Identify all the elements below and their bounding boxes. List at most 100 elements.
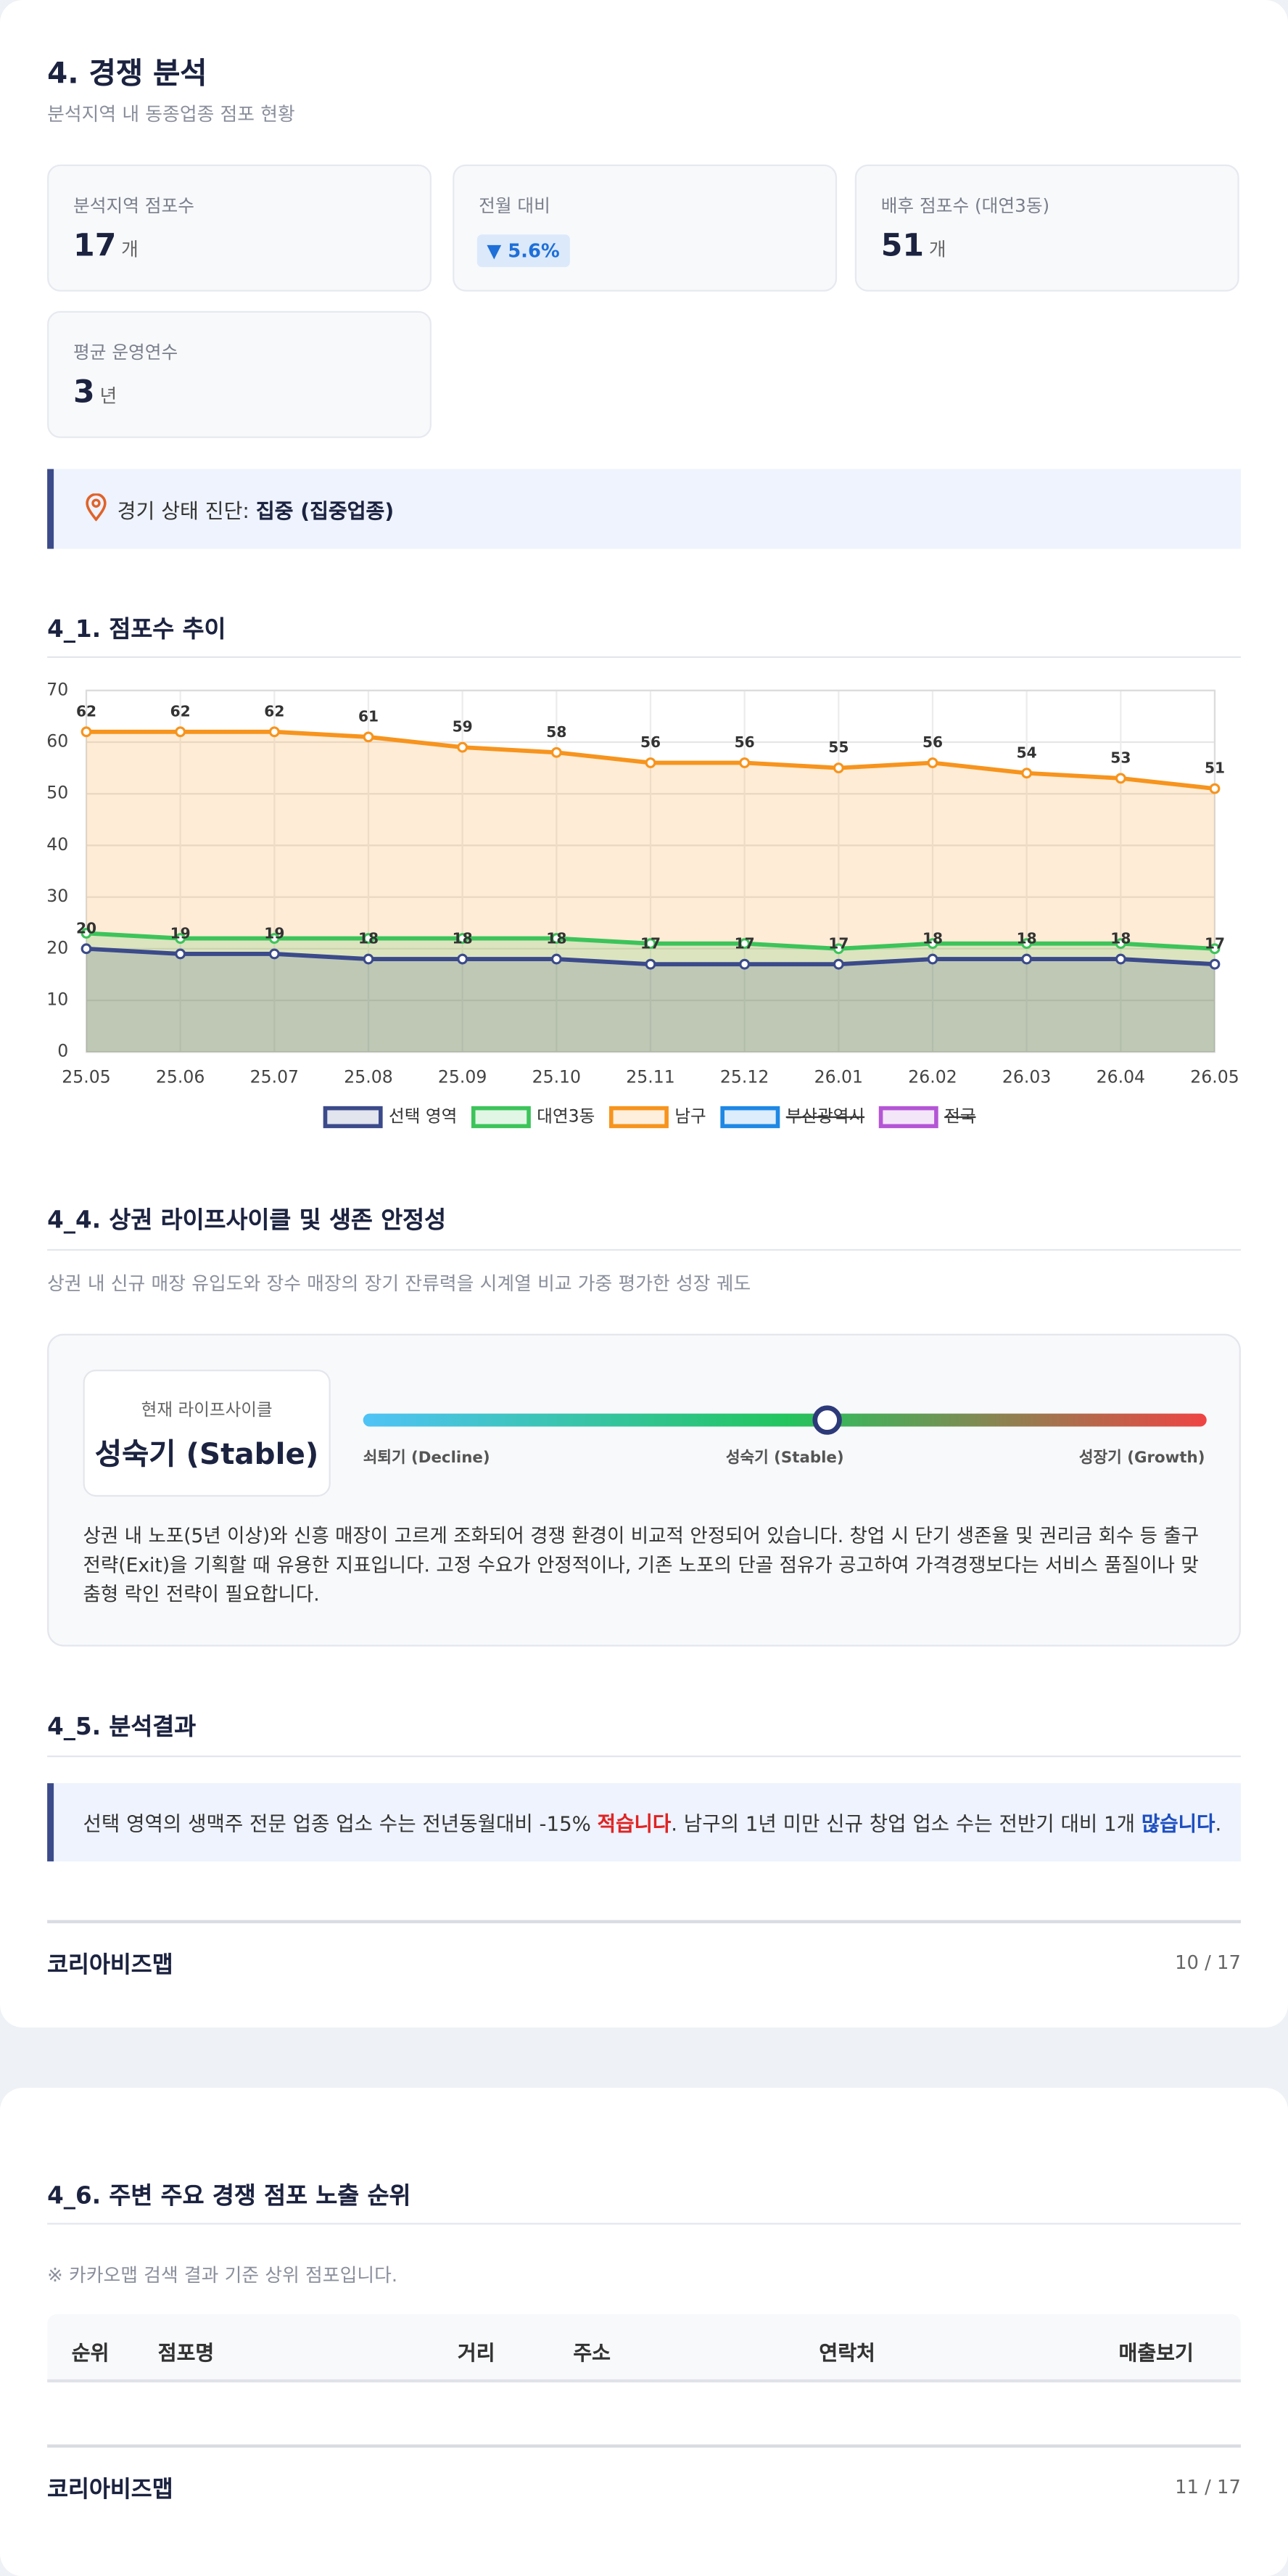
page-number: 10 / 17: [1175, 1951, 1241, 1974]
legend-label: 대연3동: [537, 1106, 595, 1127]
x-tick-label: 26.05: [1190, 1067, 1239, 1087]
divider: [47, 2223, 1241, 2225]
data-label: 62: [170, 702, 191, 720]
data-label: 19: [264, 924, 284, 942]
stage-label-text: 성숙기 (Stable): [725, 1449, 844, 1468]
data-point: [739, 757, 751, 768]
data-point: [1021, 938, 1033, 950]
divider: [47, 656, 1241, 658]
legend-swatch: [608, 1106, 669, 1129]
data-label: 59: [453, 718, 473, 736]
column-header: 거리: [457, 2340, 495, 2365]
area-fill: [86, 731, 1215, 1053]
legend-swatch: [878, 1106, 938, 1129]
stat-value: 17 개: [73, 228, 139, 263]
line-chart: 0 10 20 30 40 50 60 70 25.05 25.06 25.07 25.08 25.09…: [46, 679, 1239, 1129]
column-header: 매출보기: [1118, 2340, 1194, 2365]
data-label: 56: [640, 733, 661, 751]
page-card: 4_6. 주변 주요 경쟁 점포 노출 순위 ※ 카카오맵 검색 결과 기준 상…: [0, 2087, 1288, 2576]
data-point: [1115, 773, 1126, 784]
pin-icon: [86, 493, 107, 522]
section-title: 4_5. 분석결과: [47, 1714, 197, 1741]
x-tick-label: 25.11: [626, 1067, 674, 1087]
data-label: 17: [1205, 935, 1225, 952]
data-point: [927, 757, 938, 768]
data-label: 56: [922, 733, 943, 751]
x-tick-label: 25.12: [720, 1067, 769, 1087]
current-stage: 성숙기 (Stable): [94, 1438, 319, 1473]
lifecycle-box: 현재 라이프사이클 성숙기 (Stable) 쇠퇴기 (Decline) 성숙기…: [47, 1333, 1241, 1647]
data-point: [457, 953, 468, 965]
page-title: 4. 경쟁 분석: [47, 57, 207, 91]
data-point: [833, 958, 844, 970]
column-header: 주소: [573, 2340, 611, 2365]
data-point: [1209, 958, 1221, 970]
data-label: 53: [1110, 749, 1131, 766]
stat-number: 51: [880, 228, 925, 264]
stat-value: 51 개: [881, 228, 946, 263]
legend-label: 전국: [944, 1106, 975, 1127]
result-box: 선택 영역의 생맥주 전문 업종 업소 수는 전년동월대비 -15% 적습니다.…: [47, 1783, 1241, 1861]
data-point: [739, 958, 751, 970]
y-tick-label: 10: [46, 989, 68, 1010]
change-badge: ▼ 5.6%: [476, 234, 570, 268]
y-tick-label: 40: [46, 834, 68, 855]
data-point: [175, 726, 186, 738]
table-header: 순위 점포명 거리 주소 연락처 매출보기: [47, 2314, 1241, 2383]
stage-label: 성장기 (Growth): [1078, 1449, 1205, 1468]
result-part: . 남구의 1년 미만 신규 창업 업소 수는 전반기 대비 1개: [671, 1812, 1142, 1836]
data-point: [645, 938, 656, 950]
data-point: [175, 933, 186, 944]
stat-card: 전월 대비 ▼ 5.6%: [453, 164, 838, 292]
area-fill: [86, 948, 1215, 1053]
legend-label: 남구: [674, 1106, 706, 1127]
data-point: [175, 948, 186, 960]
data-point: [1115, 953, 1126, 965]
lifecycle-text: 상권 내 노포(5년 이상)와 신흥 매장이 고르게 조화되어 경쟁 환경이 비…: [83, 1524, 1200, 1607]
data-label: 19: [170, 924, 191, 942]
data-point: [80, 928, 92, 939]
data-point: [363, 953, 374, 965]
data-point: [739, 938, 751, 950]
stat-card: 배후 점포수 (대연3동) 51 개: [854, 164, 1239, 292]
data-point: [645, 757, 656, 768]
x-tick-label: 25.06: [156, 1067, 205, 1087]
data-point: [927, 953, 938, 965]
diagnosis-value: 집중 (집중업종): [255, 498, 395, 523]
y-tick-label: 70: [46, 679, 68, 699]
y-tick-label: 30: [46, 886, 68, 906]
column-header: 연락처: [819, 2340, 875, 2365]
current-stage-box: 현재 라이프사이클 성숙기 (Stable): [83, 1369, 331, 1497]
data-point: [457, 933, 468, 944]
current-stage-label: 현재 라이프사이클: [141, 1400, 273, 1420]
data-point: [550, 933, 562, 944]
stat-label: 전월 대비: [479, 195, 550, 217]
section-title: 4_1. 점포수 추이: [47, 617, 226, 643]
data-label: 20: [76, 919, 96, 937]
data-point: [80, 943, 92, 955]
result-part: .: [1215, 1812, 1222, 1836]
diagnosis-label: 경기 상태 진단:: [117, 498, 256, 523]
result-part: 선택 영역의 생맥주 전문 업종 업소 수는 전년동월대비 -15%: [83, 1812, 598, 1836]
data-label: 18: [922, 930, 943, 947]
data-label: 18: [358, 930, 379, 947]
page-card: 4. 경쟁 분석 분석지역 내 동종업종 점포 현황 분석지역 점포수 17 개 …: [0, 0, 1288, 2028]
page-number: 11 / 17: [1175, 2475, 1241, 2498]
data-label: 17: [640, 935, 661, 952]
data-point: [363, 731, 374, 743]
data-label: 17: [735, 935, 755, 952]
x-tick-label: 26.04: [1097, 1067, 1145, 1087]
legend-swatch: [323, 1106, 383, 1129]
data-label: 51: [1205, 760, 1225, 777]
data-label: 54: [1017, 744, 1037, 761]
data-point: [268, 726, 280, 738]
section-title: 4_6. 주변 주요 경쟁 점포 노출 순위: [47, 2184, 411, 2210]
plot-border: [85, 689, 1216, 1053]
data-point: [1021, 953, 1033, 965]
footer-brand: 코리아비즈맵: [47, 2477, 173, 2503]
x-tick-label: 26.03: [1002, 1067, 1051, 1087]
divider: [47, 1248, 1241, 1251]
data-label: 58: [546, 723, 566, 741]
data-point: [550, 746, 562, 758]
